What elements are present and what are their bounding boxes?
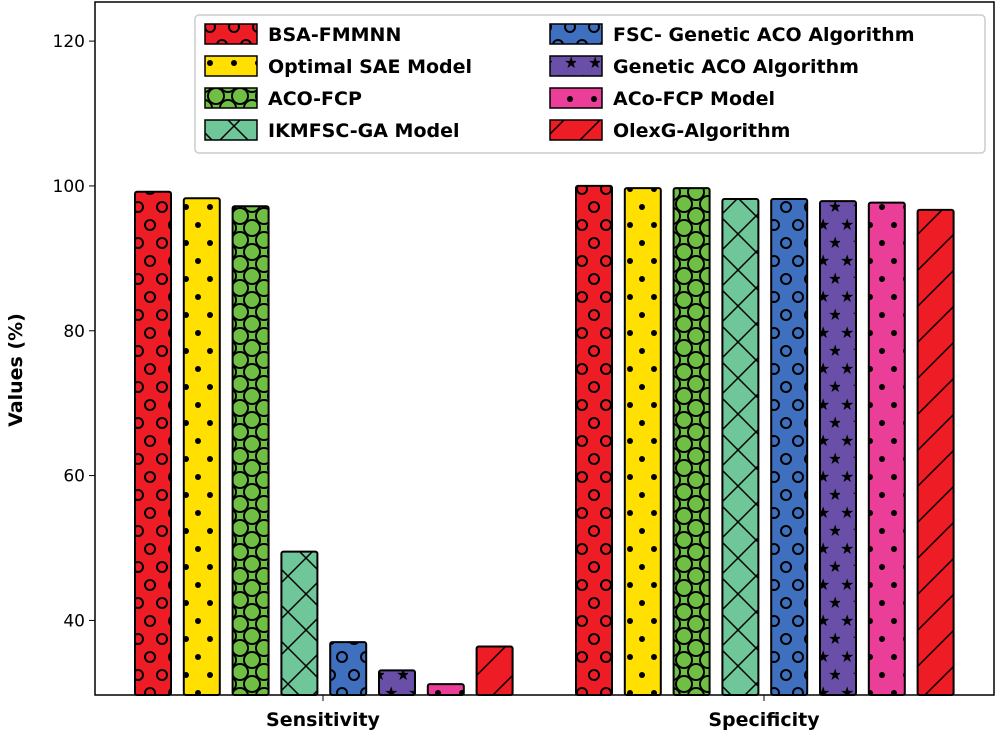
bar <box>329 641 368 697</box>
bar <box>231 205 270 696</box>
svg-text:IKMFSC-GA Model: IKMFSC-GA Model <box>268 120 460 142</box>
legend: BSA-FMMNN Optimal SAE Model ACO-FCP IKMFSC-… <box>194 14 986 154</box>
bar <box>672 187 711 696</box>
legend-entry: OlexG-Algorithm <box>549 119 790 142</box>
legend-entry: ACO-FCP <box>204 87 362 110</box>
y-tick-label: 100 <box>53 177 85 197</box>
bar <box>916 208 955 697</box>
y-axis-label: Values (%) <box>5 313 27 427</box>
bar <box>134 190 172 696</box>
x-tick-label: Sensitivity <box>266 709 380 731</box>
svg-text:BSA-FMMNN: BSA-FMMNN <box>268 24 401 46</box>
legend-entry: Optimal SAE Model <box>204 55 472 78</box>
bar <box>378 669 416 697</box>
legend-entry: ACo-FCP Model <box>549 87 775 110</box>
bar <box>475 645 514 697</box>
bar <box>575 184 613 696</box>
svg-text:Genetic ACO Algorithm: Genetic ACO Algorithm <box>613 56 859 78</box>
bar <box>770 197 809 696</box>
legend-entry: BSA-FMMNN <box>204 23 401 46</box>
y-tick-label: 40 <box>63 611 85 631</box>
svg-text:Optimal SAE Model: Optimal SAE Model <box>268 56 472 78</box>
svg-text:OlexG-Algorithm: OlexG-Algorithm <box>613 120 790 142</box>
bar <box>867 201 906 696</box>
x-tick-label: Specificity <box>708 709 820 731</box>
legend-entry: FSC- Genetic ACO Algorithm <box>549 23 915 46</box>
bar <box>721 197 760 696</box>
y-tick-label: 80 <box>63 322 85 342</box>
svg-text:ACO-FCP: ACO-FCP <box>268 88 362 110</box>
bar <box>280 550 319 696</box>
bar <box>426 683 465 697</box>
legend-entry: IKMFSC-GA Model <box>204 119 460 142</box>
legend-entry: Genetic ACO Algorithm <box>549 55 859 78</box>
y-tick-label: 120 <box>53 32 85 52</box>
svg-text:ACo-FCP Model: ACo-FCP Model <box>613 88 775 110</box>
bar <box>182 197 221 696</box>
svg-text:FSC- Genetic ACO Algorithm: FSC- Genetic ACO Algorithm <box>613 24 915 46</box>
bar <box>623 187 662 696</box>
y-tick-label: 60 <box>63 467 85 487</box>
plot-frame <box>94 1 995 696</box>
bar <box>819 200 857 696</box>
